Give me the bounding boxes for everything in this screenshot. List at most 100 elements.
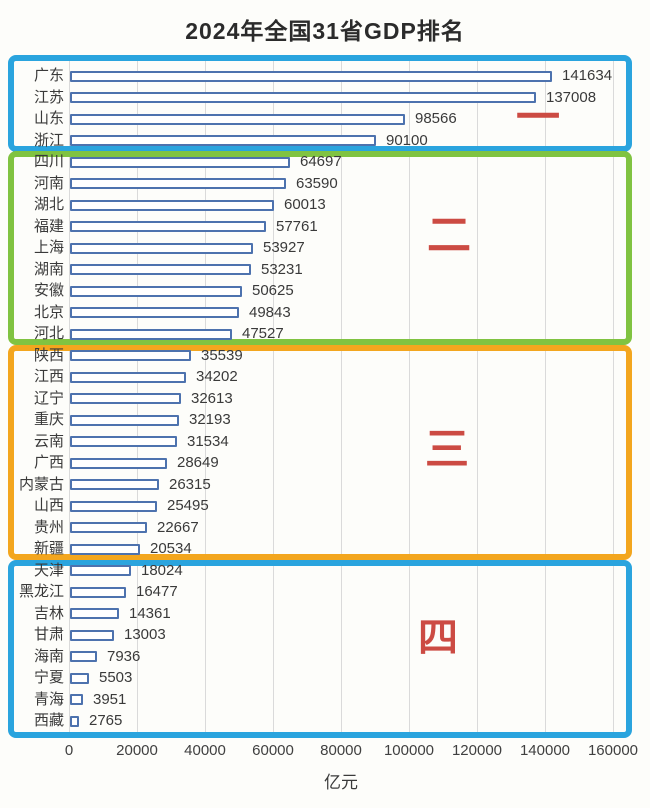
category-label: 新疆 xyxy=(33,540,64,557)
bar xyxy=(70,135,376,146)
bar xyxy=(70,565,131,576)
category-label: 宁夏 xyxy=(33,669,64,686)
bar xyxy=(70,178,286,189)
x-tick-label: 140000 xyxy=(519,742,571,759)
bar xyxy=(70,393,181,404)
tier-mark-4: 四 xyxy=(418,616,458,660)
x-tick-label: 100000 xyxy=(383,742,435,759)
gridline xyxy=(273,55,274,738)
value-label: 34202 xyxy=(196,368,238,385)
category-label: 西藏 xyxy=(33,712,64,729)
bar xyxy=(70,586,126,598)
bar xyxy=(70,70,552,82)
bar xyxy=(70,457,167,469)
x-tick-label: 60000 xyxy=(252,742,294,759)
bar xyxy=(70,199,274,211)
value-label: 14361 xyxy=(129,604,171,622)
bar xyxy=(70,436,177,447)
value-label: 18024 xyxy=(141,561,183,579)
value-label: 47527 xyxy=(242,325,284,342)
category-label: 江苏 xyxy=(33,88,64,106)
value-label: 98566 xyxy=(415,110,457,127)
value-label: 25495 xyxy=(167,497,209,514)
category-label: 重庆 xyxy=(33,411,64,428)
gridline xyxy=(341,55,342,738)
gridline xyxy=(205,55,206,738)
tier-mark-1: 一 xyxy=(516,93,560,142)
bar xyxy=(70,543,140,555)
category-label: 四川 xyxy=(33,153,64,170)
category-label: 云南 xyxy=(33,432,64,450)
value-label: 28649 xyxy=(177,454,219,471)
bar xyxy=(70,371,186,383)
tier-box-2 xyxy=(8,151,632,345)
bar xyxy=(70,221,266,232)
bar xyxy=(70,350,191,361)
value-label: 20534 xyxy=(150,540,192,557)
x-tick-label: 0 xyxy=(64,742,74,759)
value-label: 32193 xyxy=(189,411,231,428)
category-label: 辽宁 xyxy=(33,389,64,407)
category-label: 浙江 xyxy=(33,131,64,149)
bar xyxy=(70,113,405,125)
category-label: 广东 xyxy=(33,67,64,84)
value-label: 16477 xyxy=(136,583,178,600)
bar xyxy=(70,285,242,297)
gridline xyxy=(613,55,614,738)
value-label: 5503 xyxy=(99,669,133,686)
gridline xyxy=(545,55,546,738)
bar xyxy=(70,156,290,168)
value-label: 31534 xyxy=(187,432,229,450)
tier-mark-3: 三 xyxy=(425,425,469,474)
bar xyxy=(70,92,536,103)
value-label: 137008 xyxy=(546,88,597,106)
bar xyxy=(70,500,157,512)
tier-box-3 xyxy=(8,344,632,560)
category-label: 江西 xyxy=(33,368,64,385)
bar xyxy=(70,242,253,254)
category-label: 山西 xyxy=(33,497,64,514)
value-label: 49843 xyxy=(249,303,291,321)
bar xyxy=(70,264,251,275)
category-label: 海南 xyxy=(33,647,64,665)
value-label: 63590 xyxy=(296,174,338,192)
category-label: 吉林 xyxy=(33,604,64,622)
bar xyxy=(70,328,232,340)
bar xyxy=(70,608,119,619)
category-label: 青海 xyxy=(33,690,64,708)
value-label: 50625 xyxy=(252,282,294,299)
x-tick-label: 80000 xyxy=(320,742,362,759)
tier-box-1 xyxy=(8,55,632,152)
value-label: 26315 xyxy=(169,475,211,493)
category-label: 广西 xyxy=(33,454,64,471)
category-label: 山东 xyxy=(33,110,64,127)
category-label: 河北 xyxy=(33,325,64,342)
category-label: 黑龙江 xyxy=(18,583,64,600)
value-label: 53231 xyxy=(261,260,303,278)
tier-mark-2: 二 xyxy=(427,211,471,260)
gridline xyxy=(69,55,70,738)
value-label: 22667 xyxy=(157,518,199,536)
bar xyxy=(70,672,89,684)
value-label: 3951 xyxy=(93,690,127,708)
bar xyxy=(70,414,179,426)
category-label: 河南 xyxy=(33,174,64,192)
value-label: 57761 xyxy=(276,217,318,235)
value-label: 7936 xyxy=(107,647,141,665)
category-label: 北京 xyxy=(33,303,64,321)
category-label: 福建 xyxy=(33,217,64,235)
category-label: 安徽 xyxy=(33,282,64,299)
category-label: 天津 xyxy=(33,561,64,579)
value-label: 90100 xyxy=(386,131,428,149)
value-label: 141634 xyxy=(562,67,613,84)
gridline xyxy=(409,55,410,738)
category-label: 上海 xyxy=(33,239,64,256)
value-label: 60013 xyxy=(284,196,326,213)
x-tick-label: 120000 xyxy=(451,742,503,759)
category-label: 贵州 xyxy=(33,518,64,536)
x-axis-title: 亿元 xyxy=(324,773,358,792)
bar xyxy=(70,629,114,641)
category-label: 湖南 xyxy=(33,260,64,278)
